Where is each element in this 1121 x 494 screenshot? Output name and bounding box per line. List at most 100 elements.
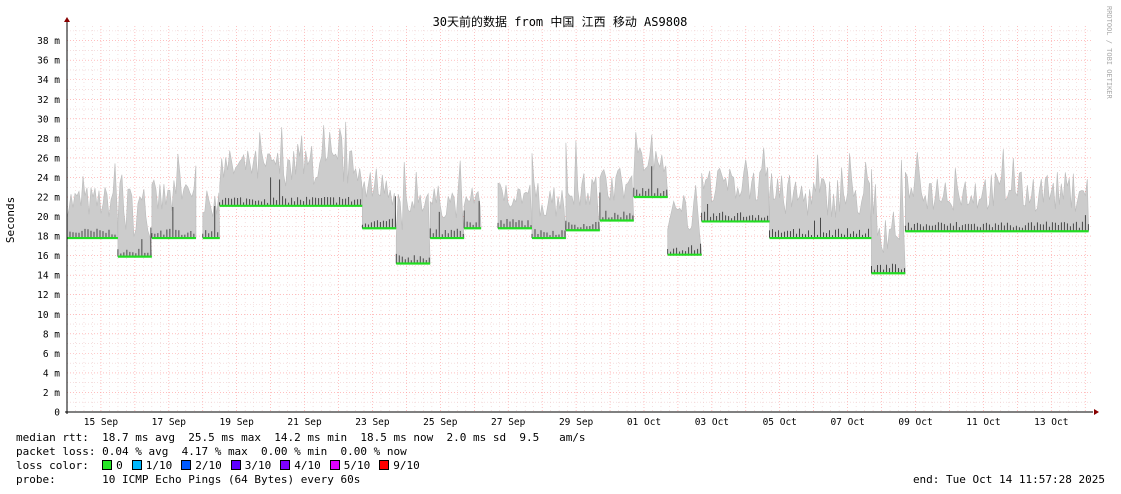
y-tick-label: 22 m (37, 193, 60, 204)
x-tick-label: 23 Sep (355, 417, 390, 428)
loss-color-swatch (280, 460, 291, 470)
rtt-spread-area (66, 121, 1089, 274)
rtt-spread-segment (395, 161, 431, 264)
axes (64, 17, 1099, 415)
loss-color-item: 5/10 (329, 459, 370, 472)
y-tick-label: 26 m (37, 153, 60, 164)
rtt-noise-segment (904, 215, 1089, 232)
loss-color-text: 4/10 (294, 459, 321, 472)
rtt-noise-segment (701, 204, 769, 222)
x-tick-label: 21 Sep (287, 417, 322, 428)
y-axis-arrow (64, 17, 70, 22)
rtt-spread-segment (463, 188, 482, 229)
rtt-noise-segment (202, 206, 219, 239)
y-tick-label: 10 m (37, 310, 60, 321)
rtt-spread-segment (667, 185, 703, 255)
loss-color-swatch (230, 460, 241, 470)
loss-color-text: 2/10 (195, 459, 222, 472)
median-rtt-line (67, 195, 1089, 275)
rrdtool-watermark: RRDTOOL / TOBI OETIKER (1105, 6, 1113, 100)
rtt-spread-segment (151, 153, 197, 239)
loss-color-item: 9/10 (379, 459, 420, 472)
packet-loss-row: packet loss: 0.04 % avg 4.17 % max 0.00 … (16, 445, 407, 459)
rtt-noise-segment (531, 229, 566, 239)
y-tick-label: 4 m (43, 368, 60, 379)
x-tick-label: 29 Sep (559, 417, 594, 428)
loss-color-legend: 0 1/10 2/10 3/10 4/10 5/10 9/10 (102, 459, 429, 472)
y-tick-label: 6 m (43, 349, 60, 360)
loss-color-swatch (131, 460, 142, 470)
median-rtt-row: median rtt: 18.7 ms avg 25.5 ms max 14.2… (16, 431, 586, 445)
y-axis-label: Seconds (4, 197, 17, 243)
y-tick-label: 30 m (37, 114, 60, 125)
y-tick-label: 0 (54, 408, 60, 419)
rtt-spread-segment (769, 153, 872, 239)
x-tick-label: 09 Oct (898, 417, 932, 428)
y-tick-label: 8 m (43, 329, 60, 340)
packet-loss-values: 0.04 % avg 4.17 % max 0.00 % min 0.00 % … (102, 445, 407, 458)
probe-row: probe: 10 ICMP Echo Pings (64 Bytes) eve… (16, 473, 360, 487)
loss-color-item: 3/10 (230, 459, 272, 472)
y-tick-label: 16 m (37, 251, 60, 262)
x-tick-label: 15 Sep (84, 417, 119, 428)
loss-color-item: 1/10 (131, 459, 172, 472)
packet-loss-label: packet loss: (16, 445, 96, 458)
rtt-noise-segment (395, 253, 430, 264)
x-tick-label: 27 Sep (491, 417, 526, 428)
x-tick-label: 19 Sep (220, 417, 255, 428)
y-tick-label: 36 m (37, 56, 60, 67)
rtt-spread-segment (565, 140, 601, 231)
rtt-noise-segment (117, 227, 152, 257)
rtt-noise-segment (219, 177, 362, 206)
x-tick-label: 03 Oct (695, 417, 729, 428)
y-tick-label: 18 m (37, 232, 60, 243)
x-axis-arrow (1094, 409, 1099, 415)
median-rtt-values: 18.7 ms avg 25.5 ms max 14.2 ms min 18.5… (102, 431, 586, 444)
rtt-noise-segment (565, 220, 600, 231)
rtt-spread-segment (905, 149, 1089, 232)
rtt-spread-segment (633, 132, 669, 198)
chart-title: 30天前的数据 from 中国 江西 移动 AS9808 (433, 14, 688, 29)
rtt-noise-segment (429, 211, 464, 239)
probe-value: 10 ICMP Echo Pings (64 Bytes) every 60s (102, 473, 361, 486)
rtt-spread-segment (599, 167, 635, 221)
y-tick-label: 24 m (37, 173, 60, 184)
loss-color-text: 9/10 (393, 459, 420, 472)
loss-color-swatch (379, 460, 390, 470)
x-tick-label: 01 Oct (627, 417, 661, 428)
rtt-spread-segment (701, 147, 770, 222)
x-tick-label: 17 Sep (152, 417, 187, 428)
rtt-noise-segment (667, 243, 702, 255)
y-tick-label: 2 m (43, 388, 60, 399)
y-tick-label: 32 m (37, 95, 60, 106)
chart-canvas: 30天前的数据 from 中国 江西 移动 AS9808 Seconds RRD… (4, 6, 1113, 428)
rtt-spread-segment (429, 160, 465, 239)
loss-color-item: 0 (102, 459, 123, 472)
rtt-spread-segment (531, 153, 567, 239)
rtt-noise-segment (361, 196, 396, 229)
loss-color-item: 2/10 (181, 459, 222, 472)
rtt-spread-segment (202, 190, 221, 239)
y-tick-labels: 0 2 m 4 m 6 m 8 m 10 m 12 m 14 m 16 m 18 m 20 m 22 … (37, 36, 60, 418)
x-tick-labels: 15 Sep 17 Sep 19 Sep 21 Sep 23 Sep 25 Sep 27 S… (84, 417, 1069, 428)
rtt-spread-segment (66, 163, 119, 239)
loss-color-swatch (181, 460, 192, 470)
median-rtt-label: median rtt: (16, 431, 89, 444)
x-tick-label: 25 Sep (423, 417, 458, 428)
loss-color-item: 4/10 (280, 459, 321, 472)
rtt-noise-segment (497, 219, 532, 229)
rtt-noise-segment (151, 207, 195, 239)
loss-color-label: loss color: (16, 459, 89, 472)
loss-color-swatch (102, 460, 113, 470)
y-tick-label: 38 m (37, 36, 60, 47)
rtt-noise-segment (599, 192, 634, 221)
y-tick-label: 34 m (37, 75, 60, 86)
rtt-noise-segment (769, 217, 869, 239)
rtt-spread-segment (497, 182, 533, 229)
end-time: end: Tue Oct 14 11:57:28 2025 (912, 473, 1105, 486)
loss-color-text: 3/10 (244, 459, 272, 472)
rtt-noise-segment (633, 166, 668, 198)
x-tick-label: 05 Oct (763, 417, 797, 428)
loss-color-text: 0 (116, 459, 123, 472)
rtt-spread-segment (219, 121, 363, 207)
